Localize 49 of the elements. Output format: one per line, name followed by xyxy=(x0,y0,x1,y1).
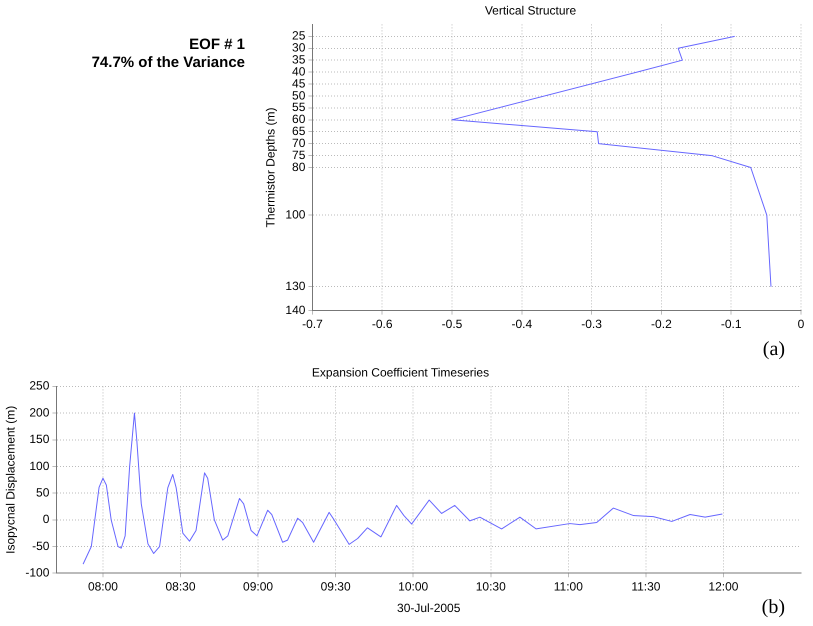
y-tick-label: -100 xyxy=(25,566,50,580)
x-tick-label: 09:30 xyxy=(320,580,351,594)
y-tick-label: 25 xyxy=(292,28,306,43)
y-axis-title: Thermistor Depths (m) xyxy=(264,107,278,228)
x-tick-label: -0.4 xyxy=(511,317,532,332)
text: EOF # 1 xyxy=(188,36,245,54)
y-tick-label: 0 xyxy=(42,512,50,526)
x-tick-label: -0.7 xyxy=(302,317,324,332)
y-tick-label: 60 xyxy=(292,112,306,126)
x-tick-label: 11:00 xyxy=(554,580,584,594)
y-axis-title: Isopycnal Displacement (m) xyxy=(4,406,18,554)
x-tick-label: -0.6 xyxy=(372,317,393,332)
y-tick-label: 30 xyxy=(292,40,306,55)
x-axis-title: 30-Jul-2005 xyxy=(397,601,461,616)
y-tick-label: 50 xyxy=(36,485,50,500)
x-tick-label: -0.5 xyxy=(442,317,463,332)
y-tick-label: 50 xyxy=(292,88,306,102)
y-tick-label: 40 xyxy=(292,64,306,78)
y-tick-label: 130 xyxy=(285,279,306,294)
x-tick-label: 11:30 xyxy=(631,580,661,594)
chart-title: Vertical Structure xyxy=(484,4,577,18)
y-tick-label: 45 xyxy=(292,76,306,90)
y-tick-label: 140 xyxy=(285,302,306,317)
x-tick-label: 10:00 xyxy=(398,580,429,594)
x-tick-label: -0.3 xyxy=(581,317,602,332)
x-tick-label: 12:00 xyxy=(708,580,739,594)
y-tick-label: 65 xyxy=(292,124,306,138)
x-tick-label: -0.2 xyxy=(651,317,672,332)
y-tick-label: -50 xyxy=(32,538,50,553)
x-tick-label: 08:00 xyxy=(88,580,118,594)
y-tick-label: 35 xyxy=(292,52,306,66)
y-tick-label: 55 xyxy=(292,100,306,114)
x-tick-label: 08:30 xyxy=(166,580,196,594)
y-tick-label: 80 xyxy=(292,160,306,174)
y-tick-label: 75 xyxy=(292,148,306,162)
x-tick-label: 0 xyxy=(798,317,805,332)
x-tick-label: 09:00 xyxy=(243,580,274,594)
y-tick-label: 70 xyxy=(292,136,306,150)
x-tick-label: 10:30 xyxy=(476,580,506,594)
chart-title: Expansion Coefficient Timeseries xyxy=(312,366,490,380)
y-tick-label: 100 xyxy=(285,208,306,222)
y-tick-label: 100 xyxy=(29,458,50,473)
y-tick-label: 200 xyxy=(29,405,50,420)
x-tick-label: -0.1 xyxy=(720,317,742,332)
text: (b) xyxy=(762,596,785,619)
text: 74.7% of the Variance xyxy=(90,54,245,72)
y-tick-label: 150 xyxy=(29,432,50,446)
y-tick-label: 250 xyxy=(29,378,50,393)
text: (a) xyxy=(762,338,785,361)
